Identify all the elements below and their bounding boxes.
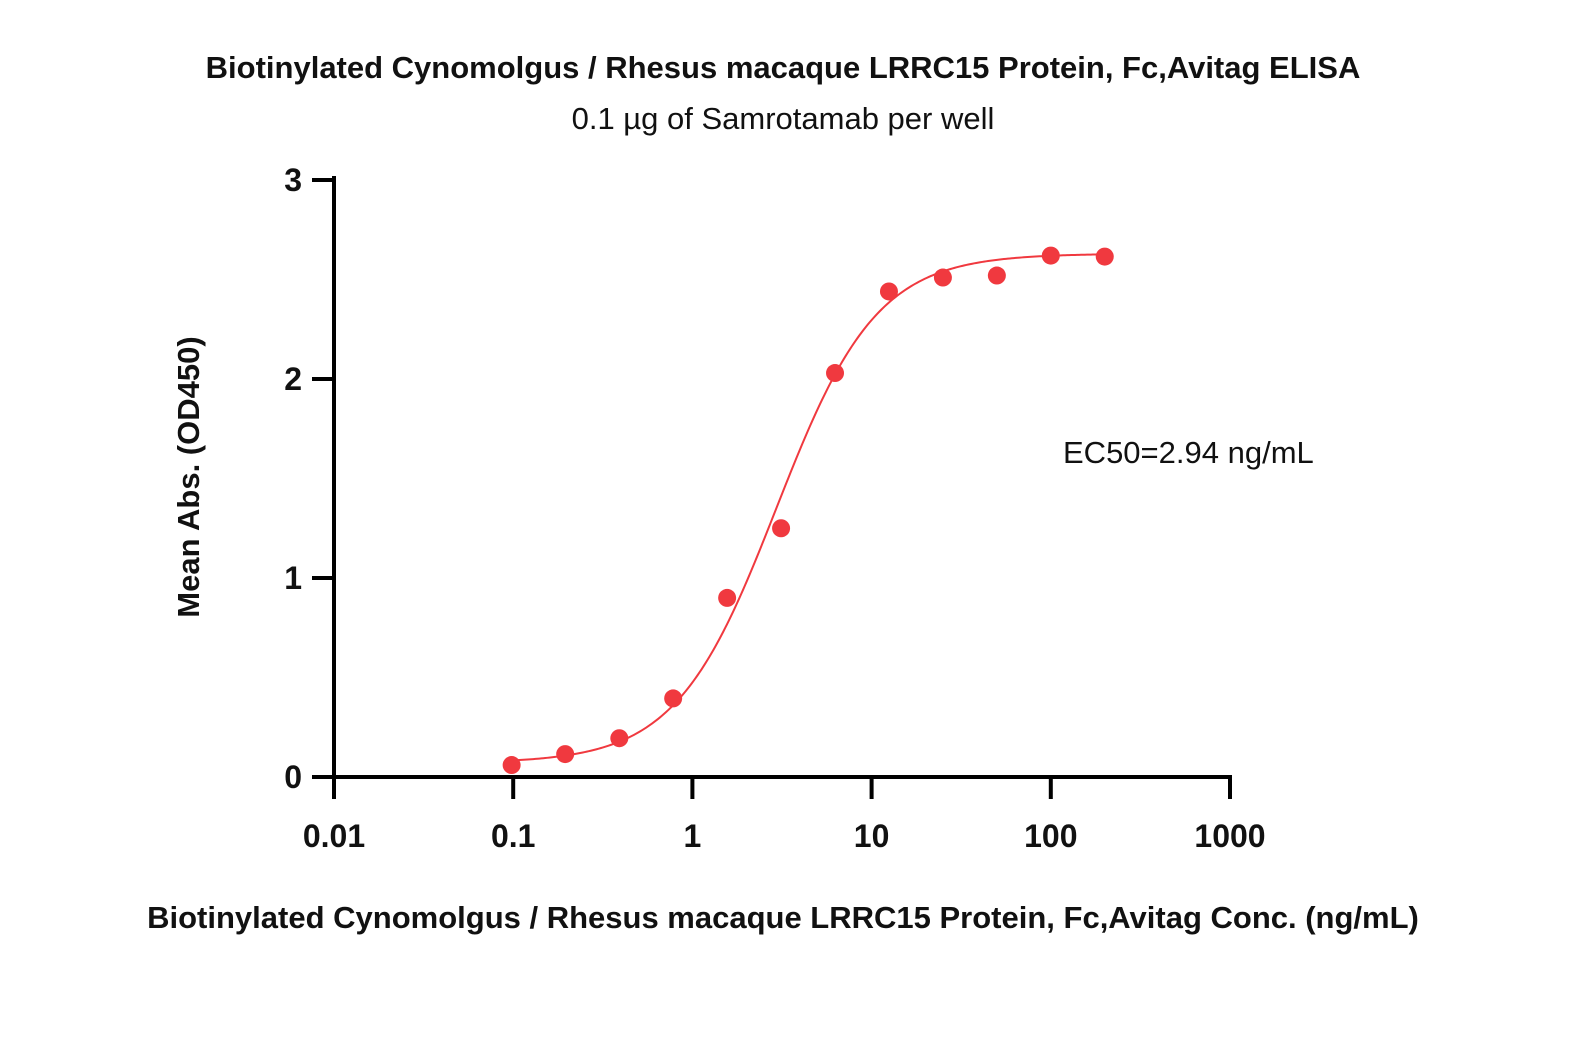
y-axis-label: Mean Abs. (OD450) bbox=[171, 336, 206, 617]
data-point-9 bbox=[987, 266, 1006, 285]
x-tick-label-4: 100 bbox=[1024, 818, 1077, 854]
data-point-6 bbox=[826, 364, 845, 383]
data-point-8 bbox=[933, 268, 952, 287]
chart-title: Biotinylated Cynomolgus / Rhesus macaque… bbox=[206, 50, 1361, 85]
data-point-1 bbox=[556, 745, 575, 764]
y-axis-ticks: 0 1 2 3 bbox=[284, 162, 334, 795]
x-axis-label: Biotinylated Cynomolgus / Rhesus macaque… bbox=[147, 900, 1419, 935]
data-point-3 bbox=[664, 689, 683, 708]
data-point-0 bbox=[502, 756, 521, 775]
data-point-7 bbox=[879, 282, 898, 301]
x-tick-label-3: 10 bbox=[854, 818, 890, 854]
data-point-4 bbox=[718, 588, 737, 607]
x-tick-label-5: 1000 bbox=[1194, 818, 1265, 854]
ec50-annotation: EC50=2.94 ng/mL bbox=[1063, 435, 1314, 470]
x-tick-label-1: 0.1 bbox=[491, 818, 535, 854]
plot-area: 0.01 0.1 1 10 100 1000 0 1 2 3 bbox=[284, 162, 1265, 854]
y-tick-label-3: 3 bbox=[284, 162, 302, 198]
data-point-11 bbox=[1095, 247, 1114, 266]
y-tick-label-1: 1 bbox=[284, 560, 302, 596]
chart-subtitle: 0.1 µg of Samrotamab per well bbox=[572, 101, 995, 136]
data-point-5 bbox=[772, 519, 791, 538]
y-tick-label-2: 2 bbox=[284, 361, 302, 397]
x-axis-ticks: 0.01 0.1 1 10 100 1000 bbox=[303, 777, 1266, 854]
x-tick-label-0: 0.01 bbox=[303, 818, 365, 854]
y-tick-label-0: 0 bbox=[284, 759, 302, 795]
fit-curve bbox=[511, 253, 1105, 762]
data-points bbox=[502, 246, 1114, 775]
data-point-2 bbox=[610, 729, 629, 748]
data-point-10 bbox=[1041, 246, 1060, 265]
x-tick-label-2: 1 bbox=[684, 818, 702, 854]
